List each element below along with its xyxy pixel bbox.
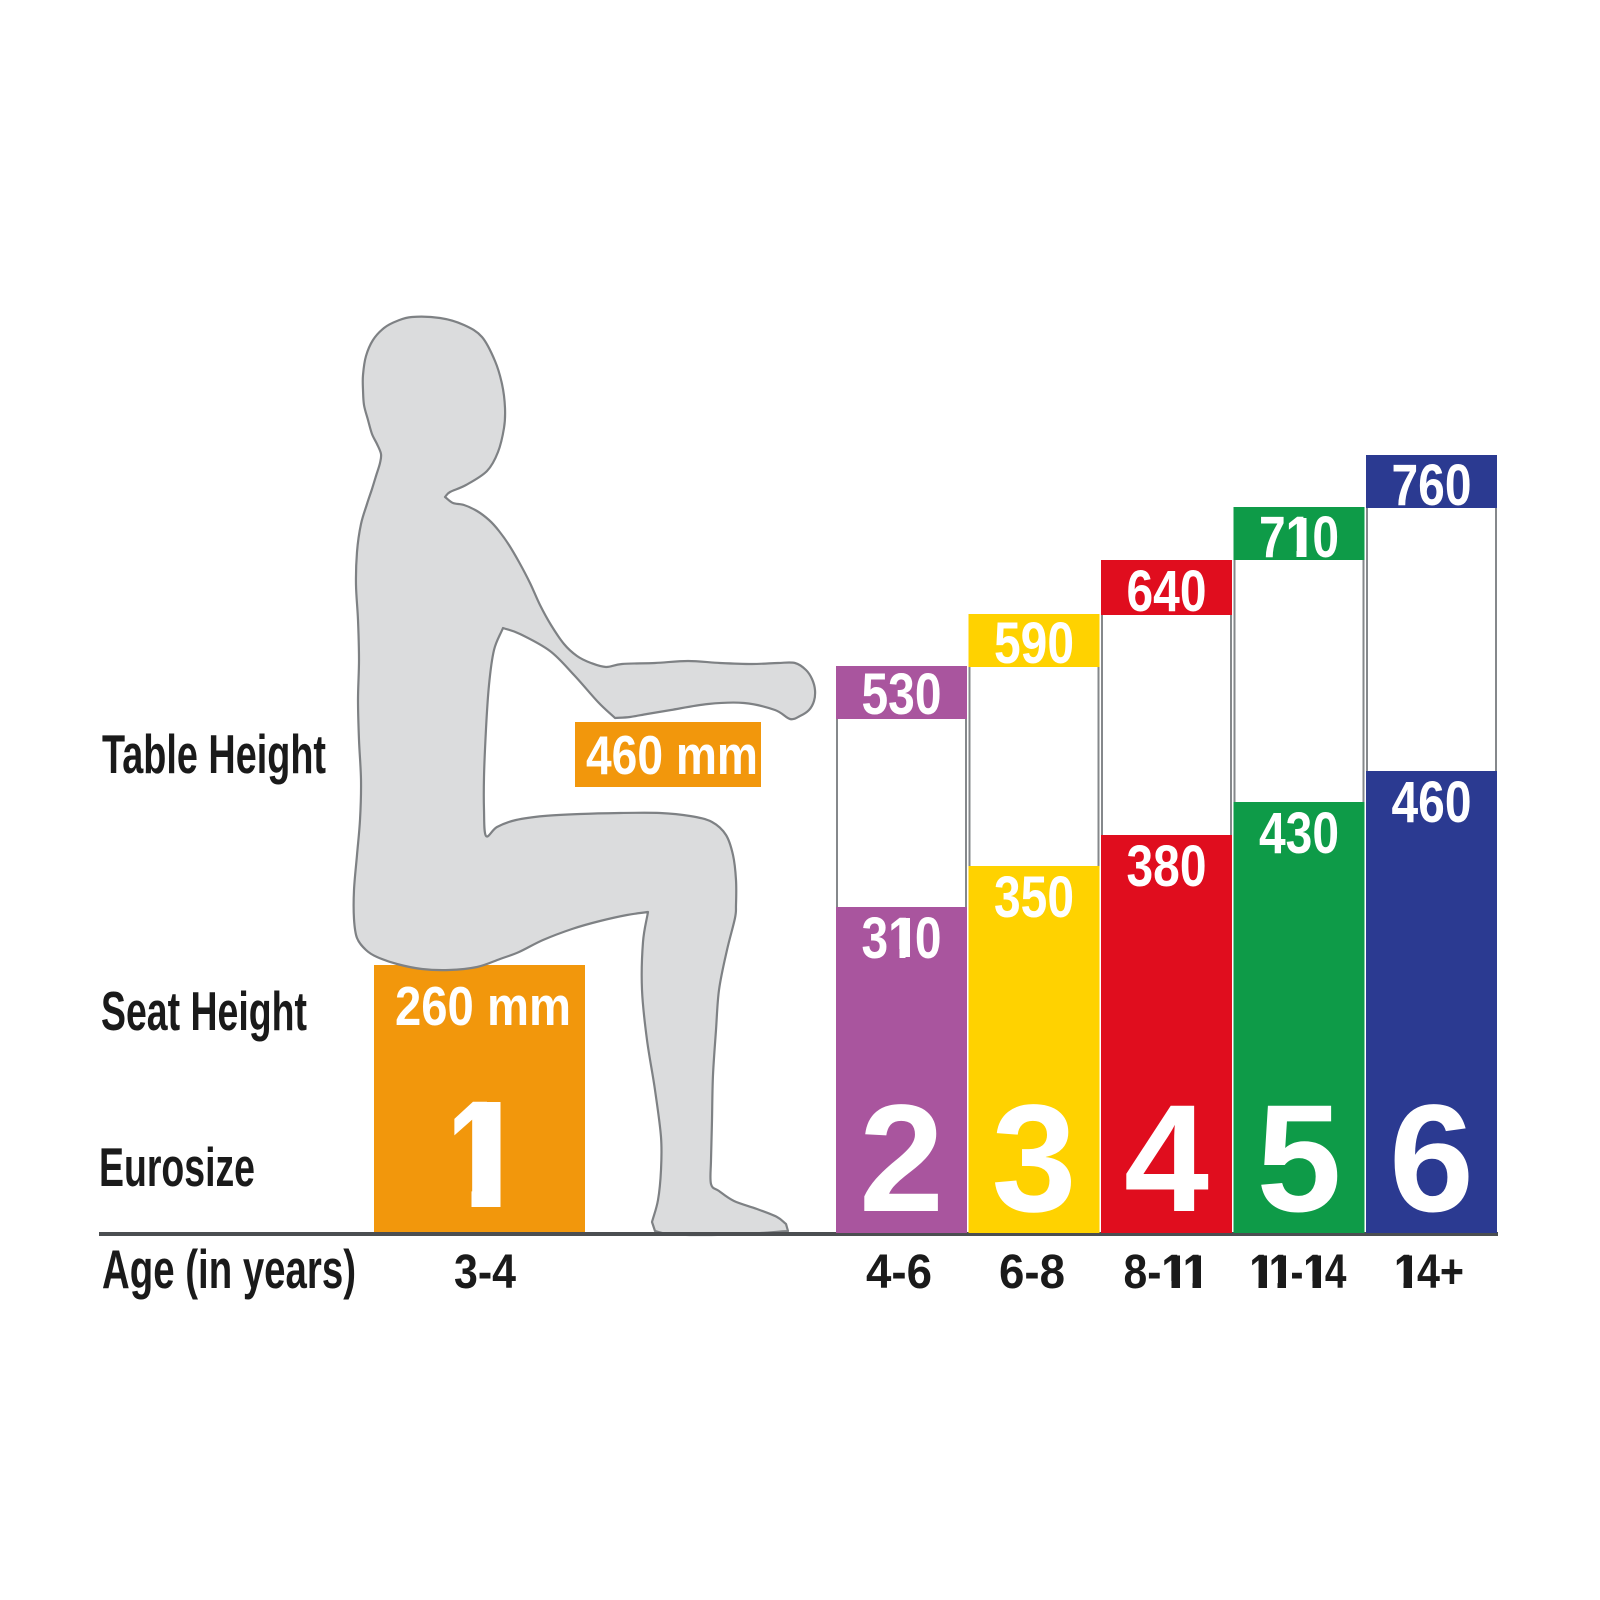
svg-text:4: 4 — [1124, 1073, 1209, 1244]
svg-text:380: 380 — [1127, 834, 1207, 899]
svg-text:14+: 14+ — [1394, 1246, 1464, 1299]
svg-text:2: 2 — [859, 1073, 944, 1244]
svg-text:3: 3 — [992, 1073, 1077, 1244]
svg-text:310: 310 — [862, 906, 942, 971]
svg-text:350: 350 — [994, 865, 1074, 930]
svg-text:Table Height: Table Height — [102, 723, 326, 785]
svg-text:460: 460 — [1392, 770, 1472, 835]
svg-text:8-11: 8-11 — [1124, 1246, 1207, 1299]
svg-text:260 mm: 260 mm — [395, 975, 571, 1037]
svg-text:590: 590 — [994, 611, 1074, 676]
svg-text:Seat Height: Seat Height — [101, 980, 307, 1042]
svg-text:Eurosize: Eurosize — [99, 1136, 255, 1198]
svg-text:640: 640 — [1127, 559, 1207, 624]
svg-text:Age (in years): Age (in years) — [102, 1238, 356, 1300]
svg-text:530: 530 — [862, 662, 942, 727]
svg-text:460 mm: 460 mm — [586, 724, 758, 786]
svg-text:6: 6 — [1389, 1073, 1474, 1244]
svg-text:6-8: 6-8 — [999, 1246, 1065, 1299]
svg-text:430: 430 — [1259, 801, 1339, 866]
svg-text:4-6: 4-6 — [866, 1246, 932, 1299]
svg-text:760: 760 — [1392, 453, 1472, 518]
svg-text:3-4: 3-4 — [454, 1246, 516, 1299]
svg-text:5: 5 — [1257, 1073, 1342, 1244]
svg-text:710: 710 — [1259, 505, 1339, 570]
